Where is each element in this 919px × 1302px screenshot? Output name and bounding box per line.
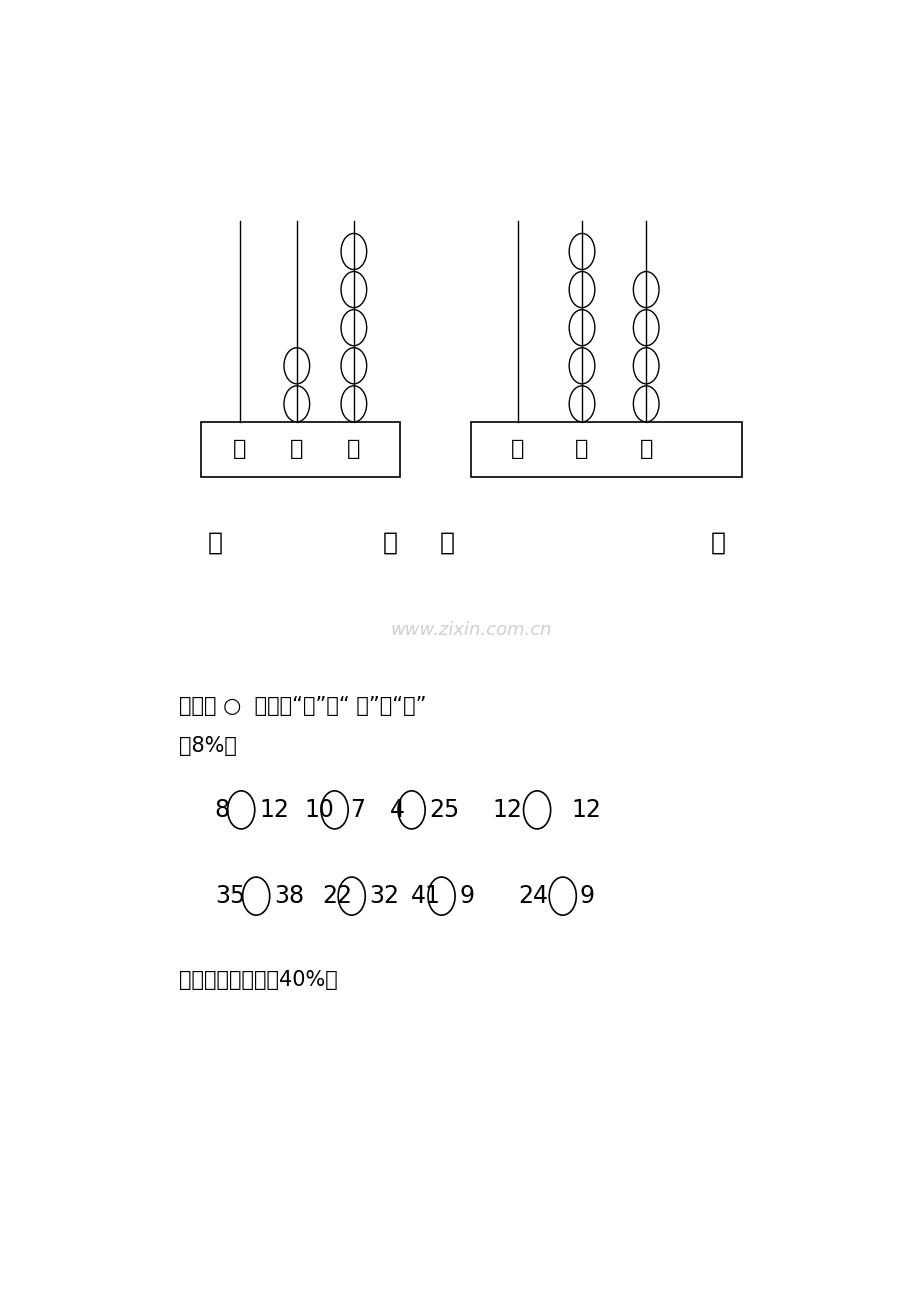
Text: 41: 41 — [411, 884, 440, 907]
Text: 百: 百 — [233, 440, 246, 460]
Text: www.zixin.com.cn: www.zixin.com.cn — [391, 621, 551, 639]
Text: （: （ — [439, 530, 454, 555]
Text: （8%）: （8%） — [179, 736, 237, 755]
Text: 8: 8 — [215, 798, 230, 822]
Text: 12: 12 — [493, 798, 522, 822]
Text: 4: 4 — [389, 798, 404, 822]
Bar — [471, 422, 742, 477]
Text: 9: 9 — [459, 884, 474, 907]
Text: 22: 22 — [322, 884, 351, 907]
Text: 五、列竖式计算（40%）: 五、列竖式计算（40%） — [179, 970, 337, 991]
Text: 个: 个 — [346, 440, 360, 460]
Text: ）: ） — [709, 530, 724, 555]
Text: 12: 12 — [571, 798, 600, 822]
Text: 个: 个 — [639, 440, 652, 460]
Text: 9: 9 — [579, 884, 594, 907]
Text: 25: 25 — [429, 798, 460, 822]
Text: 38: 38 — [275, 884, 304, 907]
Text: 32: 32 — [369, 884, 399, 907]
Text: （: （ — [208, 530, 222, 555]
Text: 十: 十 — [289, 440, 303, 460]
Bar — [200, 422, 400, 477]
Text: 四、在 ○  里填上“＞”、“ ＜”或“＝”: 四、在 ○ 里填上“＞”、“ ＜”或“＝” — [179, 695, 426, 716]
Text: 24: 24 — [517, 884, 547, 907]
Text: 十: 十 — [574, 440, 588, 460]
Text: 百: 百 — [511, 440, 524, 460]
Text: 12: 12 — [259, 798, 289, 822]
Text: 7: 7 — [350, 798, 365, 822]
Text: 10: 10 — [303, 798, 334, 822]
Text: 35: 35 — [215, 884, 244, 907]
Text: ）: ） — [382, 530, 397, 555]
